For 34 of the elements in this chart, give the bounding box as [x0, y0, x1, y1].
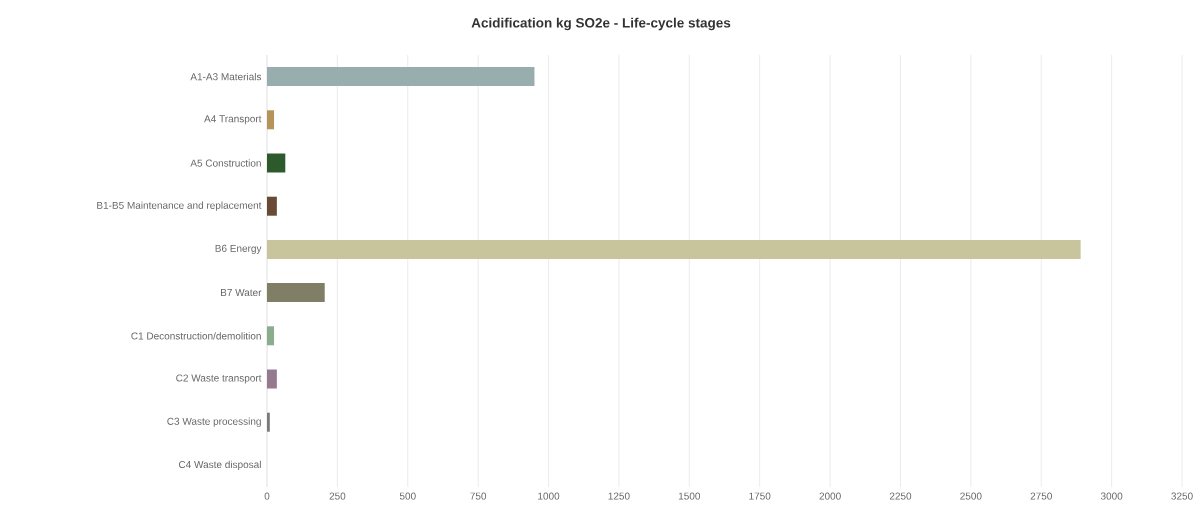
bar	[267, 239, 1081, 259]
x-tick-label: 2250	[889, 492, 912, 500]
x-tick-label: 3000	[1100, 492, 1123, 500]
bar	[267, 110, 275, 130]
y-tick-label: B6 Energy	[215, 244, 262, 254]
y-tick-label: A4 Transport	[204, 115, 262, 125]
x-tick-label: 2500	[960, 492, 982, 500]
y-tick-label: B1-B5 Maintenance and replacement	[97, 201, 262, 211]
bar	[267, 153, 286, 173]
x-tick-label: 750	[470, 492, 487, 500]
bar	[267, 412, 270, 432]
bar	[267, 196, 277, 216]
x-tick-label: 1250	[608, 492, 630, 500]
chart-title: Acidification kg SO2e - Life-cycle stages	[471, 17, 731, 31]
y-tick-label: C1 Deconstruction/demolition	[131, 332, 261, 340]
y-tick-label: C4 Waste disposal	[179, 460, 261, 471]
y-tick-label: A1-A3 Materials	[190, 72, 262, 81]
bar	[267, 67, 535, 87]
x-tick-label: 1750	[749, 492, 771, 500]
y-tick-label: C3 Waste processing	[167, 417, 261, 427]
bar	[267, 283, 325, 303]
x-tick-label: 250	[329, 492, 346, 500]
x-tick-label: 2750	[1030, 492, 1052, 500]
x-tick-label: 0	[264, 492, 270, 500]
x-tick-label: 3250	[1171, 492, 1193, 500]
x-tick-label: 1500	[678, 492, 701, 500]
x-tick-label: 2000	[819, 492, 841, 500]
x-tick-label: 500	[399, 492, 416, 500]
bar	[267, 369, 277, 389]
y-tick-label: A5 Construction	[190, 159, 261, 167]
x-tick-label: 1000	[538, 492, 560, 500]
y-tick-label: B7 Water	[221, 289, 262, 297]
bar	[267, 326, 275, 346]
y-tick-label: C2 Waste transport	[176, 374, 262, 384]
